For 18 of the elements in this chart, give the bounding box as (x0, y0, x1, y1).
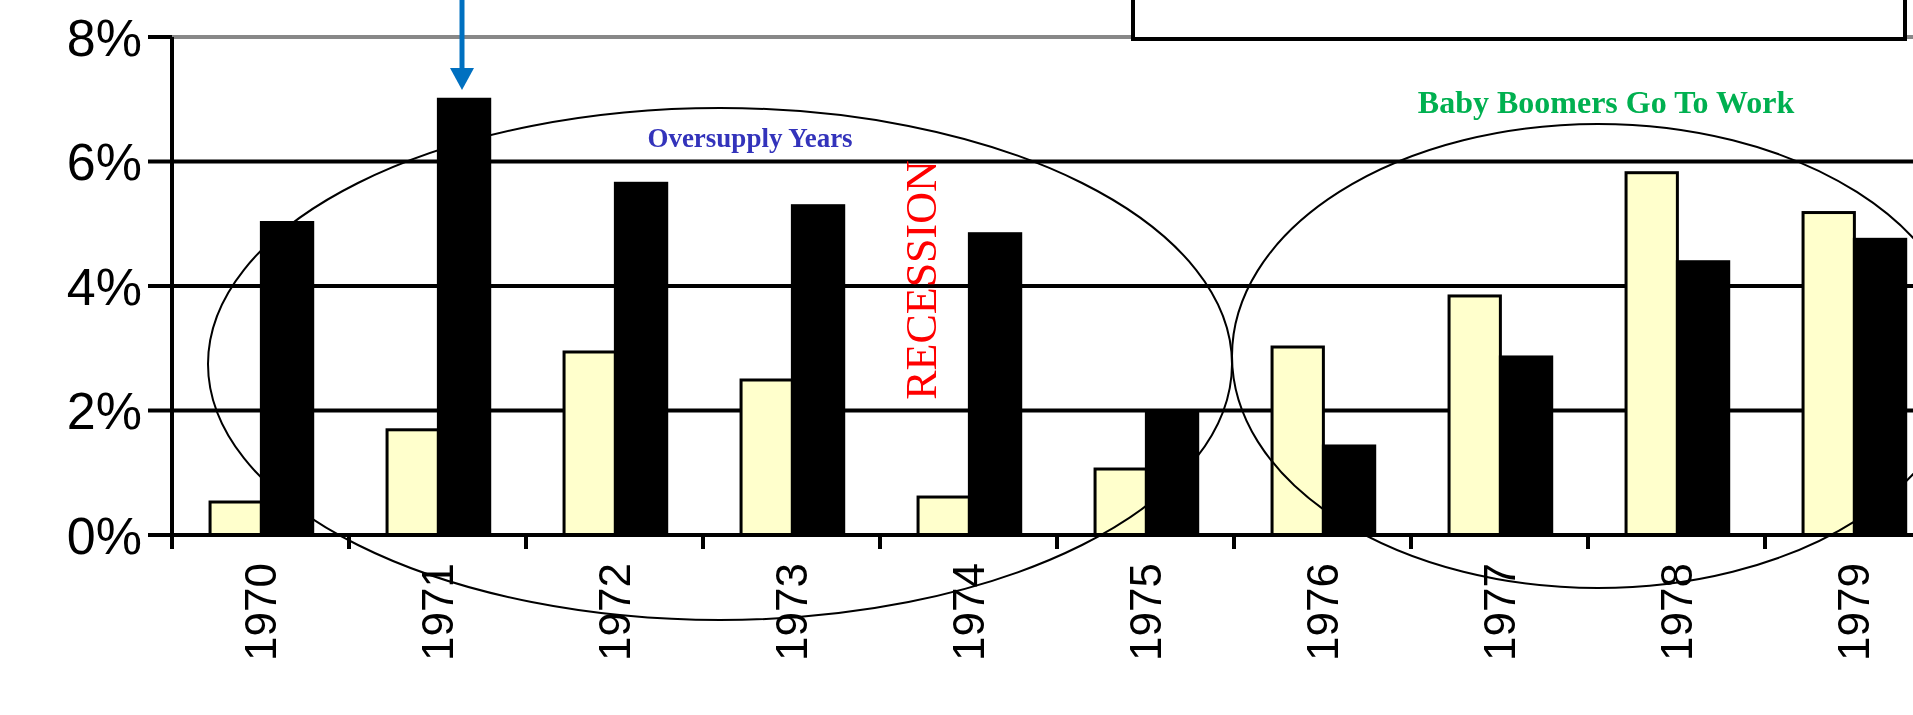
x-tick-label: 1977 (1475, 563, 1525, 661)
x-tick-label: 1975 (1121, 563, 1171, 661)
x-tick-label: 1976 (1298, 563, 1348, 661)
annotation: Baby Boomers Go To Work (1417, 84, 1795, 121)
y-tick-label: 0% (66, 506, 142, 565)
y-tick-label: 6% (66, 133, 142, 192)
x-tick-label: 1974 (944, 563, 994, 661)
x-tick-label: 1971 (413, 563, 463, 661)
y-tick-label: 8% (66, 8, 142, 67)
x-tick-label: 1979 (1829, 563, 1879, 661)
y-tick-label: 2% (66, 382, 142, 441)
annotation: Oversupply Years (647, 123, 853, 154)
y-tick-label: 4% (66, 257, 142, 316)
x-tick-label: 1970 (236, 563, 286, 661)
x-tick-label: 1978 (1652, 563, 1702, 661)
annotation: RECESSION (897, 160, 947, 400)
x-tick-label: 1972 (590, 563, 640, 661)
x-tick-label: 1973 (767, 563, 817, 661)
